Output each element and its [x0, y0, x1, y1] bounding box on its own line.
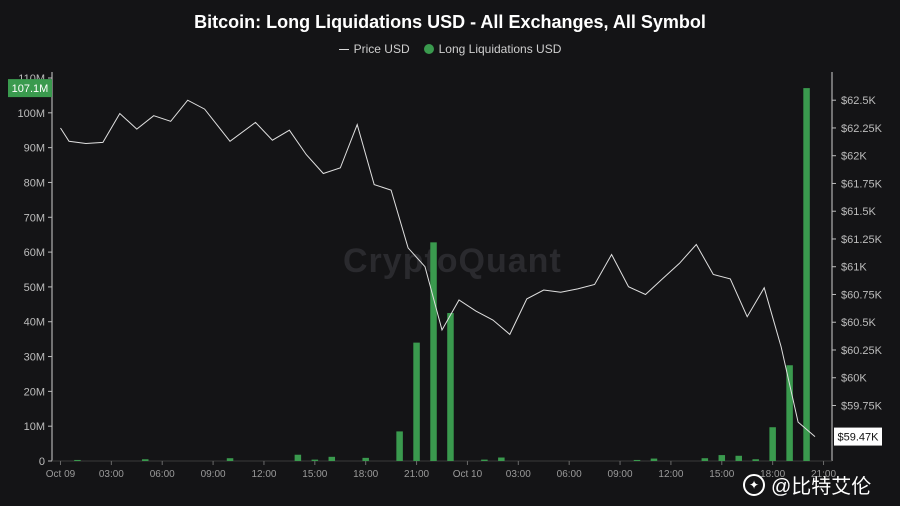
right-tick-label: $62.25K	[841, 123, 883, 135]
right-tick-label: $61.25K	[841, 234, 883, 246]
liquidation-bar	[735, 455, 742, 461]
b-logo-icon: ✦	[743, 473, 765, 496]
x-tick-label: 06:00	[557, 469, 582, 480]
left-tick-label: 20M	[24, 386, 45, 398]
right-tick-label: $61.5K	[841, 206, 877, 218]
right-tick-label: $60K	[841, 373, 867, 385]
liquidation-bar	[769, 427, 776, 461]
liquidation-bar	[413, 342, 420, 461]
liquidation-bar	[430, 242, 437, 461]
right-tick-label: $61.75K	[841, 178, 883, 190]
liquidation-bar	[74, 459, 81, 461]
right-current-badge	[834, 427, 882, 446]
overlay-watermark-text: @比特艾伦	[771, 476, 872, 498]
left-tick-label: 100M	[17, 108, 45, 120]
x-tick-label: 03:00	[506, 469, 531, 480]
right-tick-label: $60.5K	[841, 317, 877, 329]
liquidation-bar	[650, 458, 658, 461]
left-tick-label: 40M	[24, 317, 45, 329]
liquidation-bar	[328, 456, 336, 461]
chart-title: Bitcoin: Long Liquidations USD - All Exc…	[194, 12, 706, 32]
left-tick-label: 70M	[24, 212, 45, 224]
liquidation-bar	[803, 88, 810, 461]
x-tick-label: 18:00	[760, 469, 785, 480]
legend-line-swatch	[338, 48, 349, 50]
x-tick-label: Oct 09	[46, 469, 76, 480]
overlay-watermark: ✦ @比特艾伦	[743, 470, 871, 499]
price-line	[60, 99, 816, 437]
x-tick-label: 09:00	[608, 469, 633, 480]
right-tick-label: $61K	[841, 262, 867, 274]
legend-dot-swatch	[423, 44, 434, 54]
x-tick-label: 21:00	[404, 469, 429, 480]
x-tick-label: Oct 10	[453, 469, 483, 480]
legend-price-label: Price USD	[353, 42, 410, 56]
right-tick-label: $62.5K	[841, 95, 877, 107]
x-tick-label: 09:00	[201, 469, 226, 480]
left-tick-label: 60M	[24, 247, 45, 259]
left-current-label: 107.1M	[12, 83, 49, 95]
liquidation-bar	[311, 459, 319, 461]
right-tick-label: $62K	[841, 151, 867, 163]
x-tick-label: 12:00	[251, 469, 276, 480]
x-tick-label: 03:00	[99, 469, 124, 480]
liquidation-bar	[362, 457, 369, 461]
x-tick-label: 15:00	[302, 469, 327, 480]
legend-liquidations-label: Long Liquidations USD	[438, 42, 562, 56]
x-tick-label: 18:00	[353, 469, 378, 480]
right-tick-label: $59.75K	[841, 400, 883, 412]
liquidation-bar	[396, 431, 403, 461]
chart-legend: Price USD Long Liquidations USD	[0, 42, 900, 56]
left-tick-label: 80M	[24, 177, 45, 189]
x-tick-label: 06:00	[150, 469, 175, 480]
left-tick-label: 50M	[24, 282, 45, 294]
legend-price[interactable]: Price USD	[338, 42, 410, 56]
liquidation-bar	[481, 459, 488, 461]
legend-liquidations[interactable]: Long Liquidations USD	[423, 42, 562, 56]
liquidation-bar	[498, 457, 505, 461]
liquidation-bar	[226, 458, 234, 461]
right-tick-label: $60.25K	[841, 345, 883, 357]
liquidation-bar	[633, 459, 641, 461]
left-tick-label: 0	[39, 456, 45, 468]
left-tick-label: 10M	[24, 421, 45, 433]
liquidation-bar	[701, 458, 709, 461]
liquidation-bar	[786, 365, 793, 461]
left-current-badge	[8, 79, 52, 98]
liquidation-bar	[447, 313, 454, 461]
left-tick-label: 30M	[24, 352, 45, 364]
x-tick-label: 12:00	[658, 469, 683, 480]
liquidation-bar	[718, 455, 726, 461]
liquidation-bar	[752, 459, 759, 461]
right-tick-label: $60.75K	[841, 289, 883, 301]
x-tick-label: 21:00	[811, 469, 836, 480]
liquidation-bar	[294, 454, 302, 461]
right-current-label: $59.47K	[838, 432, 880, 444]
background-watermark: CryptoQuant	[343, 242, 562, 280]
liquidation-bar	[142, 459, 149, 461]
left-tick-label: 90M	[24, 143, 45, 155]
x-tick-label: 15:00	[709, 469, 734, 480]
